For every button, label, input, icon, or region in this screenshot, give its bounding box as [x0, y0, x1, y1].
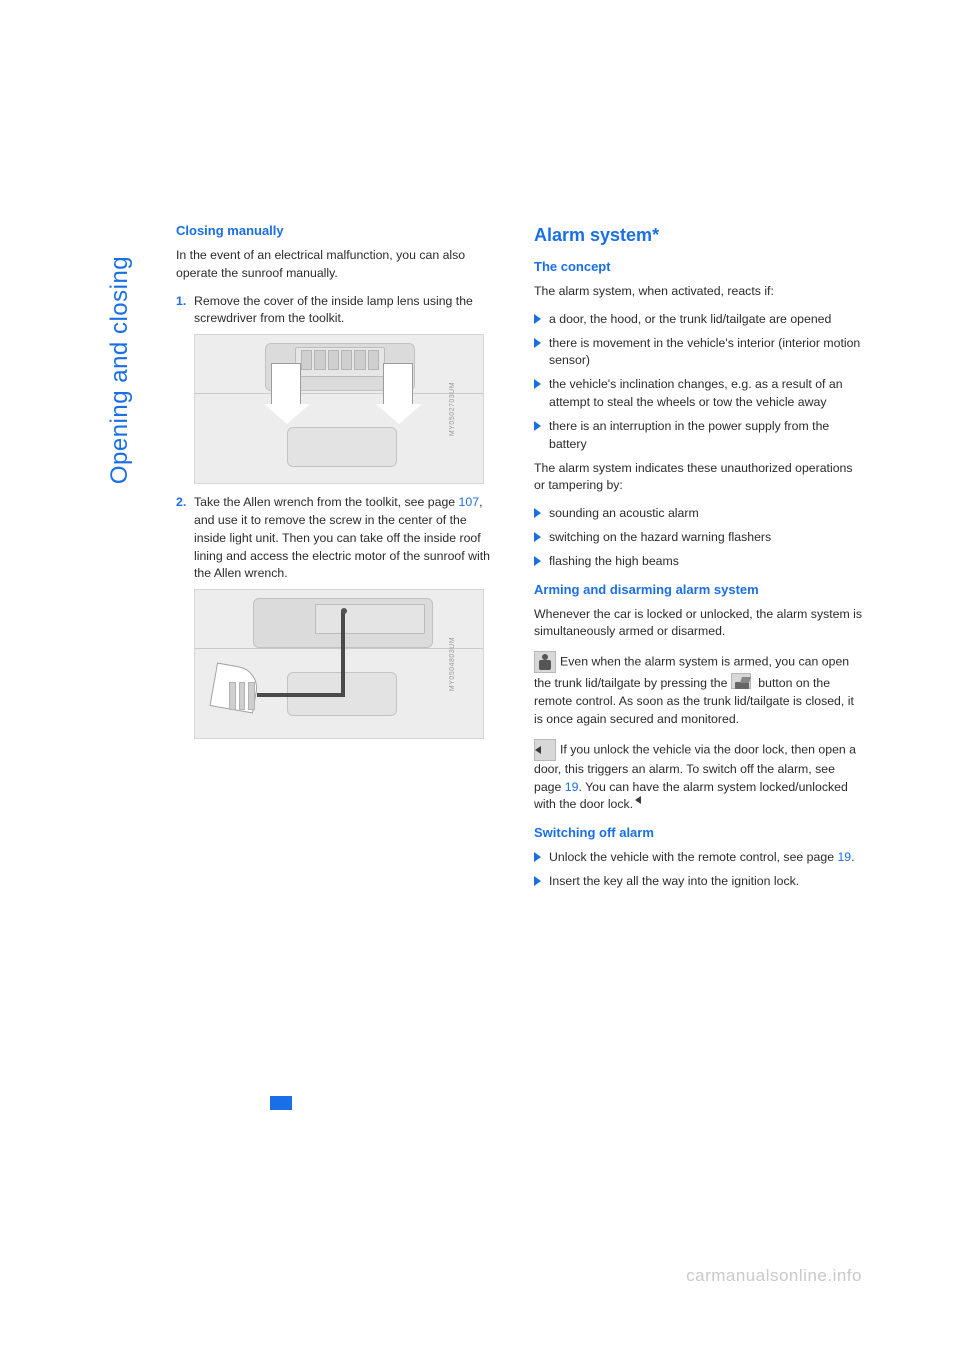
bullet-icon	[534, 338, 541, 348]
right-column: Alarm system* The concept The alarm syst…	[534, 222, 864, 897]
bullet-icon	[534, 314, 541, 324]
page-marker	[270, 1096, 292, 1110]
arming-para-1: Whenever the car is locked or unlocked, …	[534, 606, 864, 642]
response-bullet-3: flashing the high beams	[534, 553, 864, 571]
page-link-107[interactable]: 107	[459, 495, 480, 509]
figure-1-code: MY0502703UM	[448, 382, 458, 436]
concept-bullet-4: there is an interruption in the power su…	[534, 418, 864, 454]
bullet-icon	[534, 421, 541, 431]
arming-para-2: Even when the alarm system is armed, you…	[534, 651, 864, 728]
closing-intro-text: In the event of an electrical malfunctio…	[176, 247, 506, 283]
end-marker-icon	[635, 796, 641, 804]
response-bullet-1: sounding an acoustic alarm	[534, 505, 864, 523]
bullet-icon	[534, 852, 541, 862]
figure-allen-wrench: MY0504803UM	[194, 589, 484, 739]
heading-closing-manually: Closing manually	[176, 222, 506, 241]
step-1-text: Remove the cover of the inside lamp lens…	[194, 293, 494, 329]
page-link-19-a[interactable]: 19	[565, 780, 579, 794]
bullet-icon	[534, 379, 541, 389]
page-link-19-b[interactable]: 19	[837, 850, 851, 864]
watermark: carmanualsonline.info	[686, 1266, 862, 1286]
side-tab-label: Opening and closing	[106, 256, 134, 484]
switchoff-bullet-2: Insert the key all the way into the igni…	[534, 873, 864, 891]
bullet-icon	[534, 556, 541, 566]
bullet-icon	[534, 532, 541, 542]
heading-arming-disarming: Arming and disarming alarm system	[534, 581, 864, 600]
step-1: 1.Remove the cover of the inside lamp le…	[176, 293, 506, 329]
bullet-icon	[534, 876, 541, 886]
left-column: Closing manually In the event of an elec…	[176, 222, 506, 897]
figure-remove-cover: MY0502703UM	[194, 334, 484, 484]
arming-para-3: If you unlock the vehicle via the door l…	[534, 739, 864, 814]
concept-bullet-2: there is movement in the vehicle's inter…	[534, 335, 864, 371]
heading-the-concept: The concept	[534, 258, 864, 277]
trunk-icon	[731, 673, 751, 689]
note-icon	[534, 739, 556, 761]
step-2: 2.Take the Allen wrench from the toolkit…	[176, 494, 506, 583]
remote-button-icon	[534, 651, 556, 673]
concept-bullet-3: the vehicle's inclination changes, e.g. …	[534, 376, 864, 412]
switchoff-bullet-1: Unlock the vehicle with the remote contr…	[534, 849, 864, 867]
step-2-text: Take the Allen wrench from the toolkit, …	[194, 494, 494, 583]
bullet-icon	[534, 508, 541, 518]
response-bullet-2: switching on the hazard warning flashers	[534, 529, 864, 547]
heading-alarm-system: Alarm system*	[534, 222, 864, 248]
concept-bullet-1: a door, the hood, or the trunk lid/tailg…	[534, 311, 864, 329]
step-1-number: 1.	[176, 293, 194, 311]
heading-switching-off-alarm: Switching off alarm	[534, 824, 864, 843]
concept-response-text: The alarm system indicates these unautho…	[534, 460, 864, 496]
side-tab: Opening and closing	[102, 220, 138, 520]
concept-intro: The alarm system, when activated, reacts…	[534, 283, 864, 301]
step-2-number: 2.	[176, 494, 194, 512]
content-area: Closing manually In the event of an elec…	[176, 222, 866, 897]
figure-2-code: MY0504803UM	[448, 637, 458, 691]
